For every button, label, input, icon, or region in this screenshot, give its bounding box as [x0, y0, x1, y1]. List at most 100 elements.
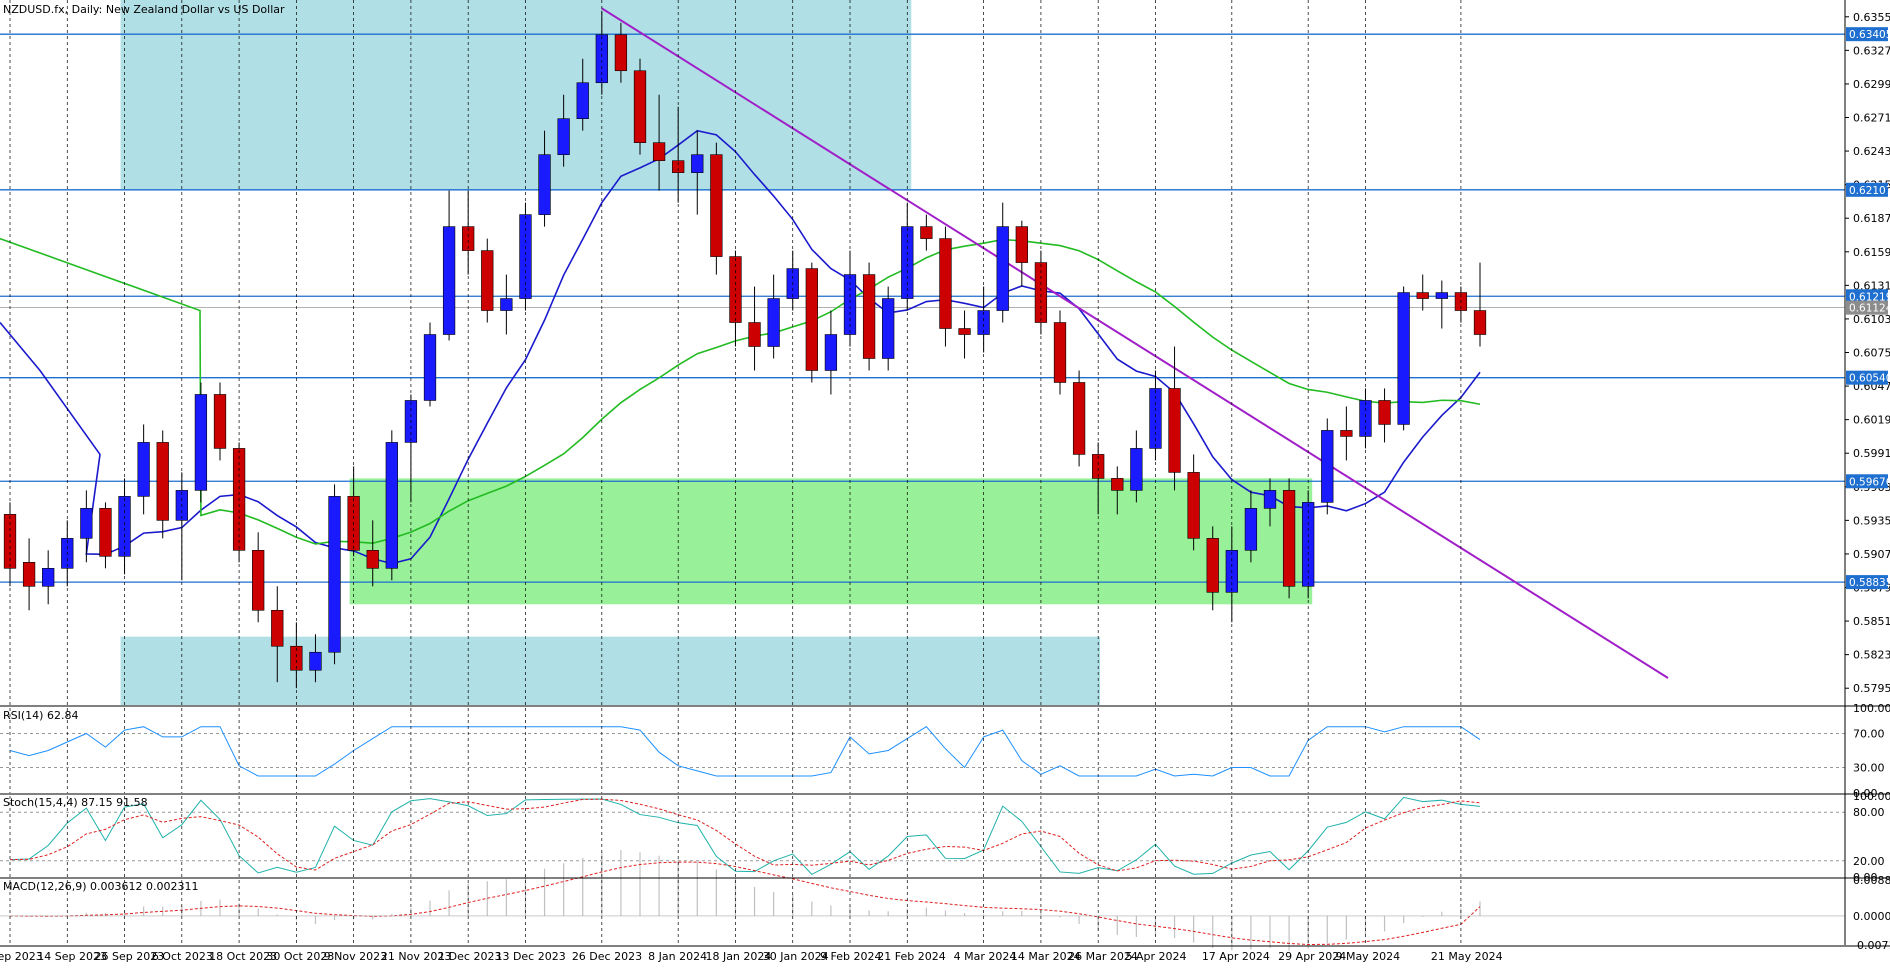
- stoch-label: Stoch(15,4,4) 87.15 91.58: [3, 796, 148, 809]
- candle-body: [194, 394, 208, 491]
- stoch-main-line: [9, 796, 1481, 876]
- level-tag-label: 0.60540: [1849, 373, 1890, 385]
- candle-body: [500, 298, 513, 311]
- candle-body: [996, 226, 1009, 311]
- ma-fast-line: [0, 129, 1481, 565]
- rsi-tick-label: 30.00: [1853, 762, 1885, 775]
- candle-body: [22, 562, 36, 587]
- x-axis-label: 14 Mar 2024: [1011, 950, 1081, 963]
- candle-body: [213, 394, 227, 449]
- candle-body: [252, 550, 265, 611]
- main-price-panel: [0, 0, 1845, 705]
- candle-body: [1034, 262, 1048, 323]
- candle-body: [691, 154, 704, 173]
- candle-body: [1397, 292, 1410, 425]
- rsi-label: RSI(14) 62.84: [3, 709, 78, 722]
- level-tag: [1846, 300, 1888, 315]
- candle-body: [99, 508, 112, 557]
- x-axis-label: 21 Feb 2024: [877, 950, 945, 963]
- x-axis-label: 30 Jan 2024: [763, 950, 829, 963]
- candle-body: [672, 160, 685, 173]
- level-tag-label: 0.61124: [1849, 303, 1890, 315]
- candle-body: [1149, 388, 1162, 449]
- candle-body: [1092, 454, 1105, 479]
- candle-body: [1340, 430, 1353, 437]
- rsi-line: [9, 726, 1481, 777]
- x-axis-label: 21 May 2024: [1431, 950, 1503, 963]
- zone-green-2: [349, 478, 1313, 605]
- x-axis-label: 8 Jan 2024: [648, 950, 707, 963]
- x-axis-label: 26 Sep 2023: [95, 950, 165, 963]
- macd-tick-label: 0.008892: [1853, 874, 1890, 887]
- x-axis-label: 29 Apr 2024: [1278, 950, 1346, 963]
- candle-body: [614, 34, 628, 72]
- level-tag: [1846, 575, 1888, 590]
- candle-body: [80, 508, 93, 539]
- candle-body: [309, 651, 322, 671]
- stoch-signal-line: [9, 798, 1481, 872]
- candle-body: [328, 496, 341, 653]
- candle-body: [1473, 310, 1487, 335]
- candle-body: [939, 238, 952, 329]
- candle-body: [748, 322, 761, 347]
- candle-body: [385, 442, 398, 569]
- candle-body: [557, 118, 570, 155]
- candle-body: [1282, 490, 1296, 587]
- chart-title: NZDUSD.fx, Daily: New Zealand Dollar vs …: [3, 3, 285, 16]
- candle-body: [977, 310, 990, 335]
- stoch-tick-label: 80.00: [1853, 806, 1885, 819]
- level-tag: [1846, 182, 1888, 197]
- candle-body: [1072, 382, 1086, 455]
- candle-body: [538, 154, 551, 215]
- candle-body: [1359, 400, 1372, 437]
- candle-body: [1302, 502, 1315, 587]
- stoch-tick-label: 20.00: [1853, 855, 1885, 868]
- candle-body: [1416, 292, 1429, 299]
- candle-body: [366, 550, 379, 569]
- level-tag-label: 0.63405: [1849, 29, 1890, 41]
- candle-body: [1378, 400, 1391, 425]
- candle-body: [1130, 448, 1143, 491]
- candle-body: [901, 226, 914, 299]
- x-axis-label: 18 Oct 2023: [209, 950, 277, 963]
- x-axis-label: 9 Nov 2023: [324, 950, 387, 963]
- x-axis-label: 6 Oct 2023: [152, 950, 213, 963]
- candle-body: [137, 442, 150, 497]
- rsi-tick-label: 100.00: [1853, 702, 1890, 715]
- level-tag: [1846, 289, 1888, 304]
- stoch-tick-label: 100.00: [1853, 790, 1890, 803]
- zone-blue-1: [120, 636, 1100, 705]
- candle-body: [156, 442, 169, 521]
- x-axis-label: 4 Mar 2024: [954, 950, 1017, 963]
- candle-body: [423, 334, 437, 401]
- candle-body: [824, 334, 838, 371]
- macd-signal-line: [9, 861, 1481, 946]
- candle-body: [633, 70, 647, 143]
- level-tag: [1846, 370, 1888, 385]
- candle-body: [1187, 472, 1200, 539]
- rsi-tick-label: 70.00: [1853, 728, 1885, 741]
- candle-body: [1111, 478, 1124, 491]
- x-axis-label: 4 Sep 2023: [0, 950, 43, 963]
- level-tag-label: 0.59676: [1849, 476, 1890, 488]
- candle-body: [1263, 490, 1277, 509]
- candle-body: [862, 274, 876, 359]
